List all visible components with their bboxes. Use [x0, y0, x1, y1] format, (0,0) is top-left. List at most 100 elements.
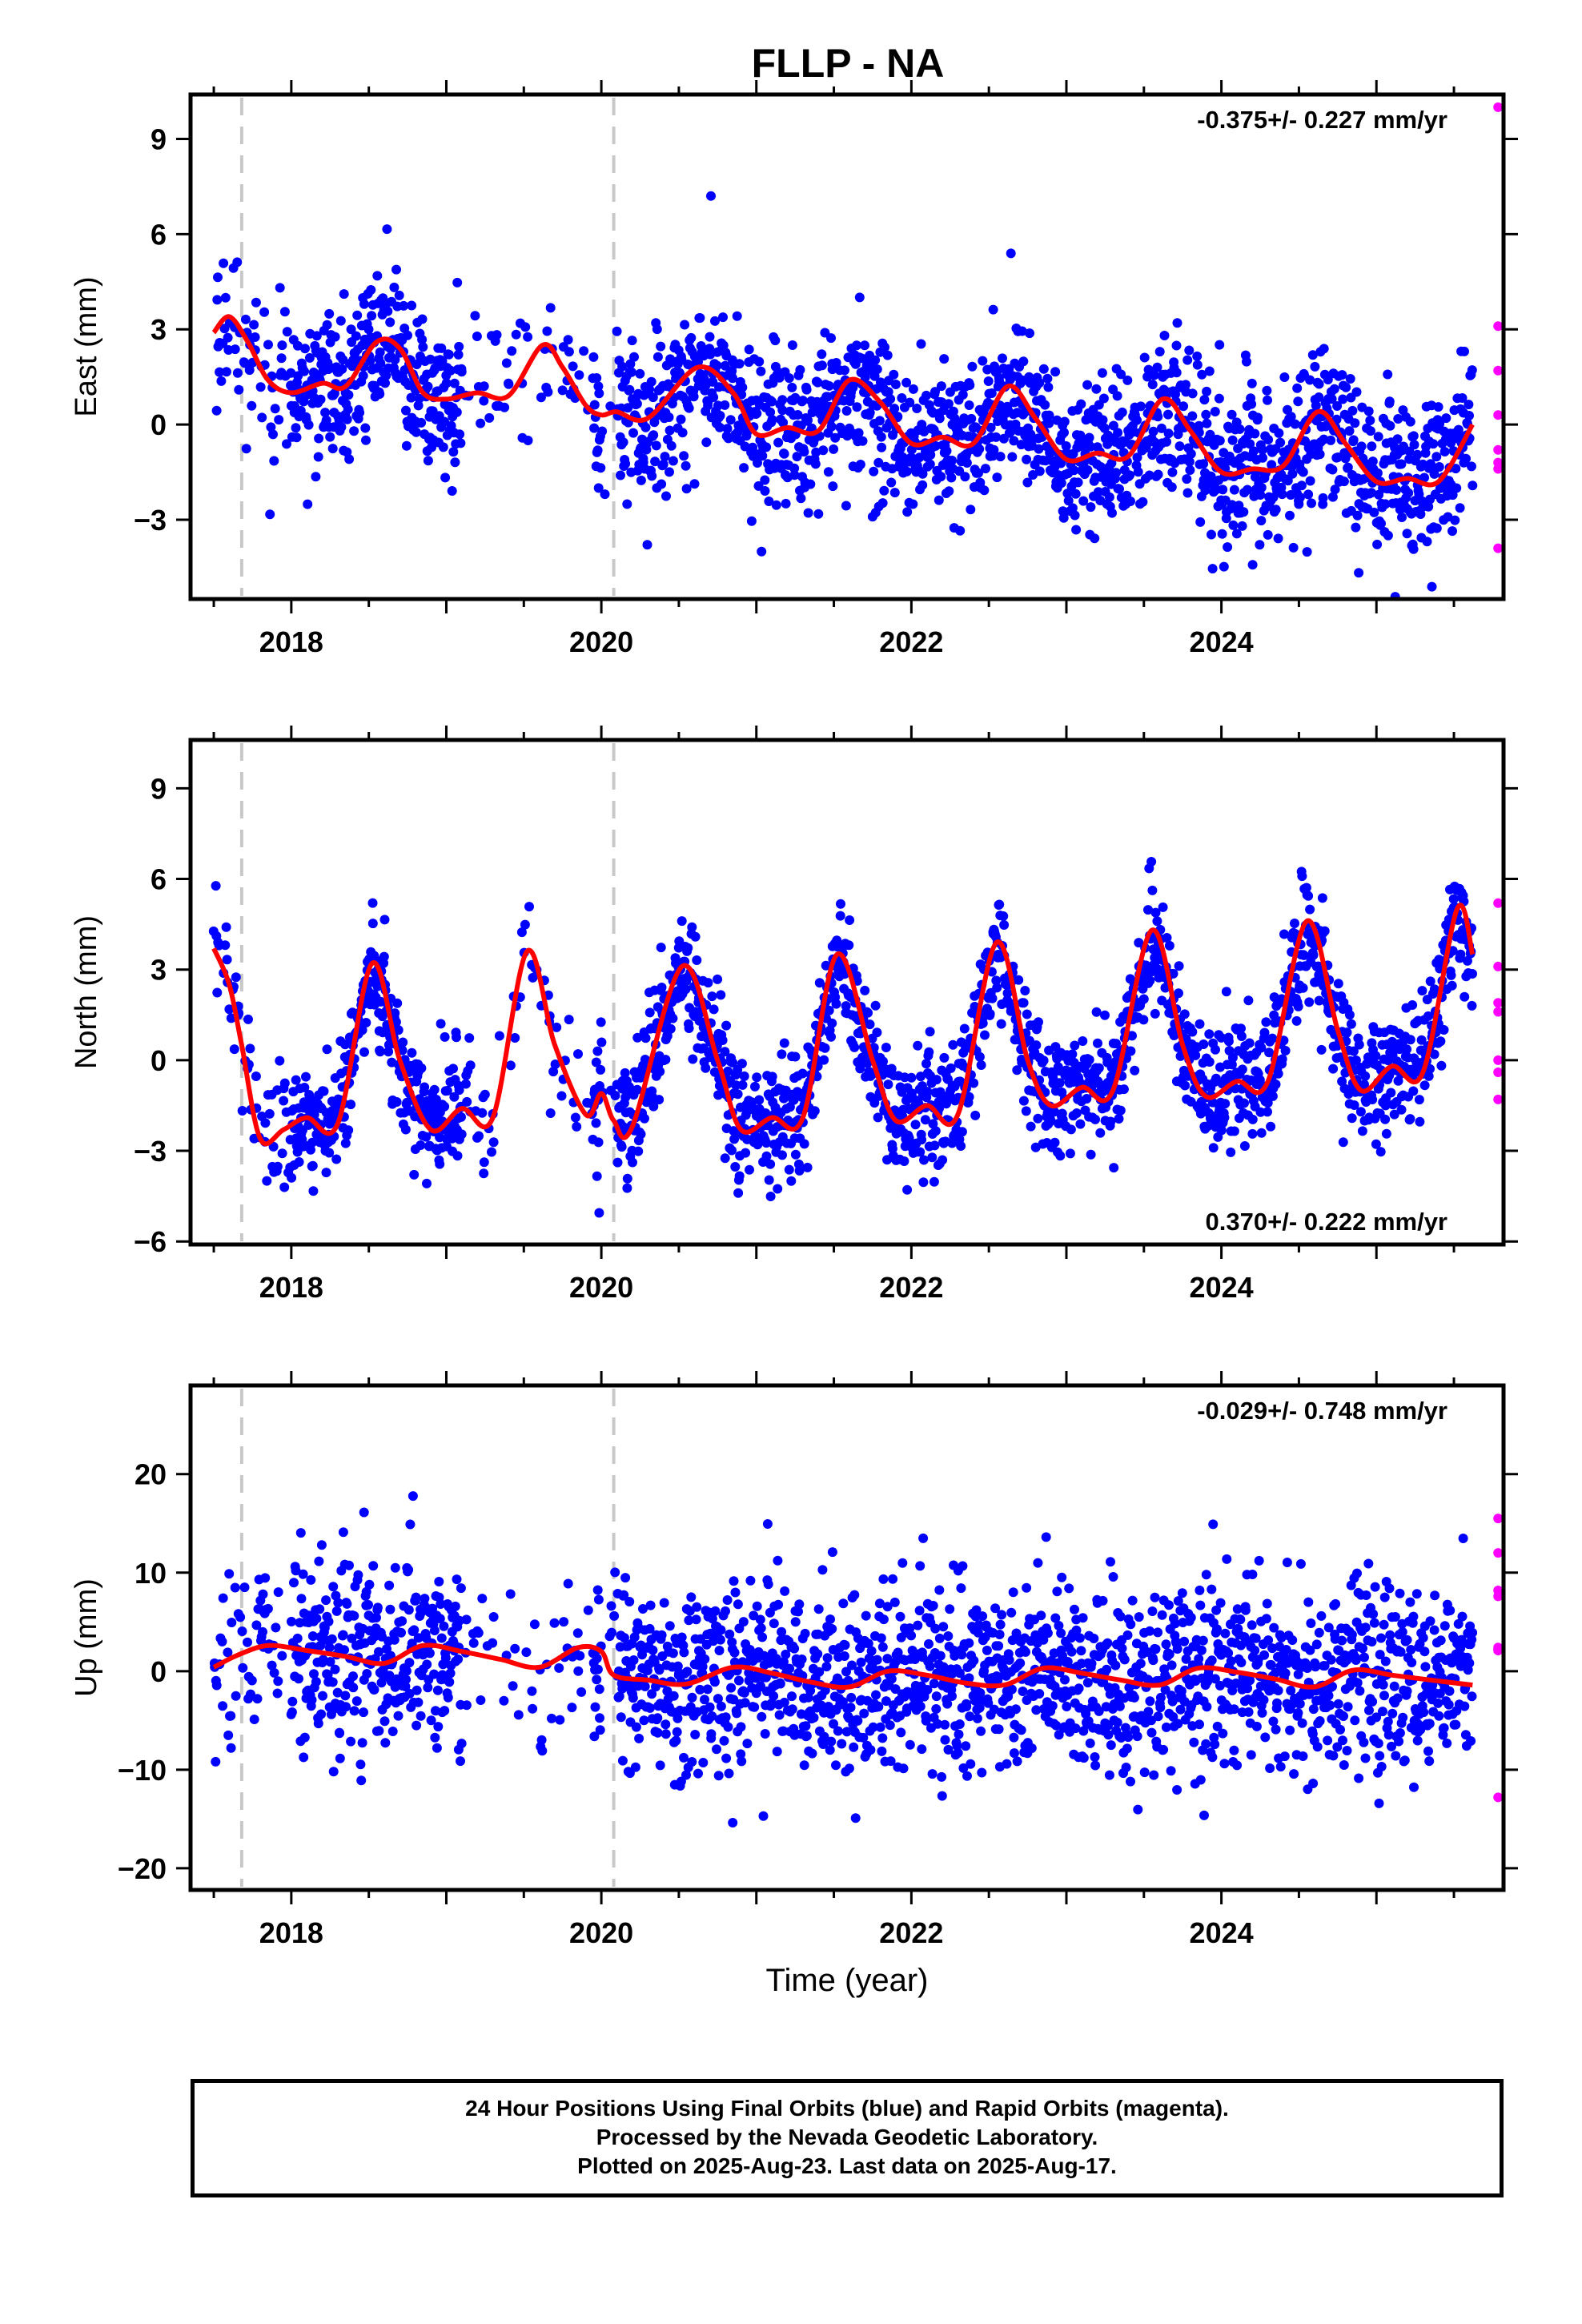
final-point: [1050, 1107, 1059, 1117]
final-point: [325, 432, 335, 442]
final-point: [818, 445, 829, 456]
final-point: [1174, 441, 1185, 452]
final-point: [676, 414, 686, 424]
final-point: [348, 1683, 359, 1693]
final-point: [349, 426, 359, 436]
final-point: [835, 911, 845, 921]
final-point: [712, 360, 722, 371]
final-point: [363, 324, 374, 335]
final-point: [456, 367, 467, 377]
final-point: [412, 1720, 422, 1731]
final-point: [889, 488, 900, 498]
final-point: [700, 1695, 709, 1705]
final-point: [789, 470, 800, 480]
final-point: [899, 1156, 909, 1166]
final-point: [420, 1594, 430, 1604]
final-point: [1405, 416, 1415, 427]
final-point: [661, 1055, 671, 1065]
final-point: [1414, 1095, 1424, 1105]
final-point: [1014, 975, 1024, 985]
final-point: [439, 1621, 449, 1631]
final-point: [994, 899, 1005, 910]
final-point: [1227, 409, 1237, 420]
final-point: [709, 1004, 719, 1015]
final-point: [456, 1112, 466, 1122]
final-point: [1295, 493, 1305, 503]
final-point: [1257, 444, 1267, 455]
final-point: [272, 1688, 283, 1699]
final-point: [438, 442, 448, 452]
final-point: [748, 442, 758, 452]
final-point: [671, 1735, 681, 1746]
final-point: [555, 1715, 565, 1725]
final-point: [217, 1636, 227, 1647]
final-point: [1180, 1080, 1191, 1091]
final-point: [299, 1752, 309, 1763]
final-point: [1451, 464, 1461, 474]
final-point: [282, 439, 291, 449]
final-point: [589, 400, 600, 410]
final-point: [655, 1067, 665, 1076]
final-point: [689, 392, 699, 402]
final-point: [226, 1711, 236, 1721]
final-point: [413, 1697, 424, 1707]
final-point: [948, 1039, 958, 1050]
final-point: [764, 1175, 774, 1185]
final-point: [323, 1616, 334, 1626]
final-point: [401, 1675, 411, 1685]
final-point: [403, 330, 412, 340]
final-point: [777, 1049, 787, 1059]
final-point: [644, 384, 655, 395]
final-point: [1236, 1023, 1246, 1034]
final-point: [883, 387, 893, 397]
final-point: [681, 460, 691, 471]
final-point: [1380, 499, 1391, 509]
final-point: [1227, 1052, 1238, 1063]
final-point: [220, 940, 231, 951]
final-point: [420, 1082, 430, 1092]
final-point: [251, 297, 261, 308]
final-point: [713, 1771, 724, 1781]
final-point: [1091, 384, 1102, 394]
final-point: [1250, 428, 1260, 439]
final-point: [328, 1767, 339, 1777]
final-point: [936, 472, 946, 482]
final-point: [1187, 411, 1198, 421]
final-point: [327, 444, 338, 454]
east-y-tick-label: 9: [151, 123, 167, 155]
final-point: [1381, 1128, 1391, 1139]
final-point: [974, 444, 985, 454]
final-point: [1352, 510, 1363, 521]
final-point: [702, 1684, 713, 1695]
final-point: [1427, 581, 1437, 592]
final-point: [1214, 393, 1224, 404]
final-point: [307, 1160, 318, 1171]
final-point: [1351, 1055, 1361, 1065]
final-point: [917, 1135, 927, 1145]
final-point: [739, 463, 749, 473]
final-point: [710, 316, 720, 326]
final-point: [1104, 492, 1114, 502]
final-point: [1059, 428, 1069, 438]
final-point: [1452, 483, 1462, 493]
final-point: [681, 484, 692, 494]
final-point: [274, 415, 284, 425]
final-point: [1255, 540, 1265, 550]
final-point: [934, 495, 944, 505]
final-point: [705, 332, 715, 342]
final-point: [257, 412, 267, 423]
final-point: [662, 1686, 673, 1696]
final-point: [688, 1054, 698, 1064]
final-point: [789, 1643, 800, 1654]
north-y-tick-label: 0: [151, 1044, 167, 1077]
final-point: [969, 1078, 979, 1088]
final-point: [1166, 482, 1177, 493]
final-point: [765, 1159, 776, 1169]
final-point: [1271, 1080, 1281, 1089]
final-point: [721, 1606, 730, 1616]
final-point: [727, 1145, 737, 1156]
final-point: [654, 1095, 665, 1105]
final-point: [429, 1626, 440, 1635]
final-point: [1256, 1043, 1267, 1053]
final-point: [212, 987, 223, 998]
